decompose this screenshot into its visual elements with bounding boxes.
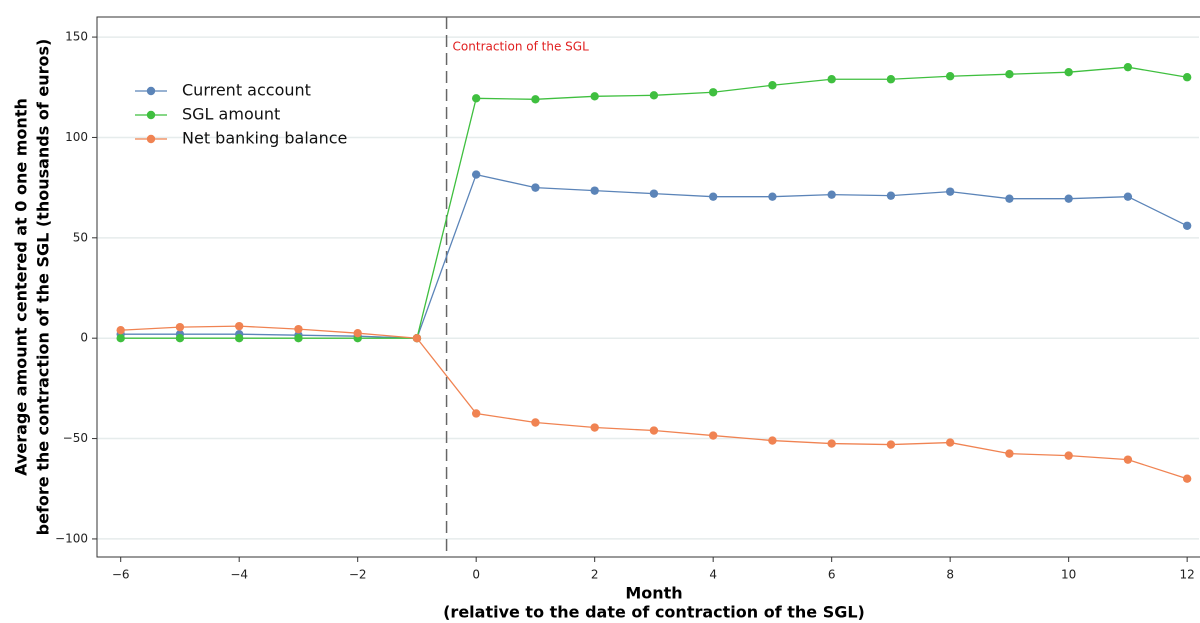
data-point [412,333,422,343]
data-point [768,81,777,90]
data-point [590,186,599,195]
data-point [886,75,896,84]
data-point [1064,194,1073,203]
data-point [471,170,481,179]
data-point [294,333,303,343]
x-tick-label: −4 [230,568,248,582]
data-point [471,409,481,418]
y-tick-label: 100 [65,130,88,144]
data-point [1123,62,1133,72]
data-point [1182,474,1192,483]
data-point [768,192,777,201]
data-point [886,191,896,200]
legend-label: Net banking balance [182,129,347,148]
y-axis-label: Average amount centered at 0 one month [12,98,31,476]
x-axis-label: Month [625,584,682,603]
series-line [120,66,1188,339]
data-point [531,418,540,427]
data-point [531,183,540,192]
data-point [649,189,659,198]
data-point [1123,192,1133,201]
data-point [116,325,125,335]
data-point [1005,70,1014,79]
data-point [1182,221,1192,230]
x-tick-label: −6 [112,568,130,582]
y-tick-label: 50 [73,230,88,244]
data-point [945,187,955,196]
data-point [649,91,659,100]
data-point [531,95,540,104]
y-tick-label: −50 [63,431,88,445]
data-point [116,333,125,343]
data-point [768,436,777,445]
series-line [120,173,1188,339]
legend-marker [146,134,156,144]
y-tick-label: 0 [80,331,88,345]
data-point [945,438,955,447]
x-tick-label: 6 [828,568,836,582]
x-tick-label: 4 [709,568,717,582]
x-axis-label: (relative to the date of contraction of … [443,603,865,622]
data-point [1123,455,1133,464]
plot-frame [96,16,1200,558]
data-point [1005,449,1014,458]
y-axis-label: before the contraction of the SGL (thous… [34,39,53,536]
data-point [708,192,718,201]
legend-label: SGL amount [182,105,280,124]
x-tick-label: −2 [349,568,367,582]
data-point [708,431,718,440]
legend-marker [146,110,156,120]
data-point [827,75,836,84]
x-tick-label: 12 [1180,568,1195,582]
data-point [708,88,718,97]
legend-label: Current account [182,81,311,100]
x-tick-label: 0 [472,568,480,582]
series-line [120,325,1188,480]
annotation: Contraction of the SGL [453,40,590,54]
data-point [294,324,303,334]
data-point [827,190,836,199]
data-point [175,333,185,343]
data-point [590,92,599,101]
x-tick-label: 2 [591,568,599,582]
legend-marker [146,86,156,96]
data-point [1182,73,1192,82]
data-point [1005,194,1014,203]
data-point [175,322,185,332]
legend: Current account SGL amount Net banking bal… [135,81,347,148]
x-tick-label: 8 [946,568,954,582]
data-point [234,333,244,343]
data-point [886,440,896,449]
data-point [1064,451,1073,460]
data-point [353,328,362,338]
data-point [590,423,599,432]
x-tick-label: 10 [1061,568,1076,582]
data-point [1064,68,1073,77]
y-tick-label: −100 [55,531,88,545]
data-point [471,94,481,103]
data-point [649,426,659,435]
data-point [827,439,836,448]
data-point [234,321,244,331]
data-point [945,72,955,81]
y-tick-label: 150 [65,30,88,44]
